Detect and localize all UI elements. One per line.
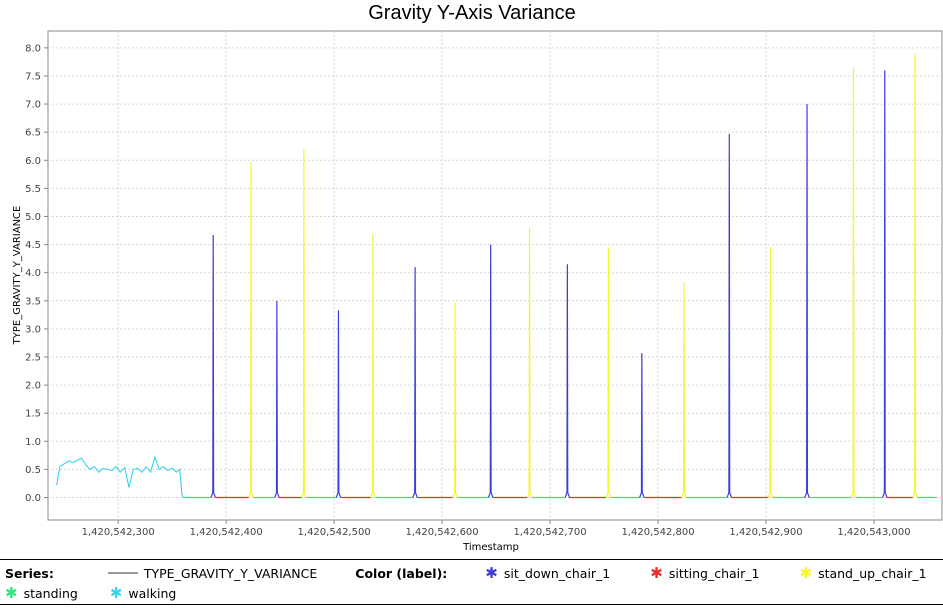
y-tick-label: 6.0 <box>25 156 41 167</box>
spike-mark <box>767 247 774 498</box>
spike-mark <box>605 247 612 498</box>
x-tick-label: 1,420,542,900 <box>729 527 802 538</box>
y-tick-label: 3.0 <box>25 324 41 335</box>
chart-title: Gravity Y-Axis Variance <box>368 2 576 24</box>
spike-mark <box>564 264 571 498</box>
y-tick-label: 3.5 <box>25 296 41 307</box>
y-tick-label: 2.5 <box>25 353 41 364</box>
x-axis-ticks: 1,420,542,300 1,420,542,400 1,420,542,500 1… <box>82 520 911 538</box>
legend-color-heading: Color (label): <box>355 565 448 581</box>
x-tick-label: 1,420,542,600 <box>406 527 479 538</box>
y-axis-ticks: 0.0 0.5 1.0 1.5 2.0 2.5 3.0 3.5 4.0 4.5 5.0 5.5 6.0 6… <box>25 43 48 504</box>
x-tick-label: 1,420,542,400 <box>190 527 263 538</box>
x-tick-label: 1,420,542,500 <box>298 527 371 538</box>
y-tick-label: 7.0 <box>25 100 41 111</box>
standing-marker-icon: ✱ <box>5 583 18 602</box>
x-axis-label: Timestamp <box>462 542 519 553</box>
legend-series-label: TYPE_GRAVITY_Y_VARIANCE <box>143 565 318 581</box>
walking-series <box>56 455 184 498</box>
spike-mark <box>681 282 687 498</box>
spike-mark <box>301 149 307 498</box>
legend-entry-standing: ✱ standing <box>5 583 110 602</box>
walking-marker-icon: ✱ <box>109 583 123 602</box>
y-tick-label: 5.0 <box>25 212 41 223</box>
spike-mark <box>639 353 645 498</box>
legend-entry-label: standing <box>23 585 78 601</box>
spike-mark <box>850 67 857 498</box>
spike-mark <box>912 53 918 498</box>
x-tick-label: 1,420,543,000 <box>837 527 910 538</box>
spike-mark <box>370 233 376 498</box>
chart: Gravity Y-Axis Variance 1,420,542,300 1,4… <box>12 2 943 553</box>
spike-mark <box>274 300 280 498</box>
legend-entry-sitting-chair: ✱ sitting_chair_1 <box>650 563 799 582</box>
spike-mark <box>882 70 888 498</box>
y-tick-label: 4.5 <box>25 240 41 251</box>
legend-entry-stand-up-chair: ✱ stand_up_chair_1 <box>799 563 927 582</box>
legend-entry-label: walking <box>128 585 177 601</box>
spike-mark <box>452 302 458 498</box>
y-tick-label: 1.0 <box>25 437 41 448</box>
y-tick-label: 0.0 <box>25 493 41 504</box>
spike-mark <box>526 227 533 498</box>
spike-mark <box>210 235 216 498</box>
stand-up-marker-icon: ✱ <box>799 563 813 582</box>
x-tick-label: 1,420,542,700 <box>513 527 586 538</box>
y-tick-label: 5.5 <box>25 184 41 195</box>
sitting-marker-icon: ✱ <box>650 563 663 582</box>
legend-entry-sit-down-chair: ✱ sit_down_chair_1 <box>485 563 650 582</box>
sit-down-marker-icon: ✱ <box>485 563 498 582</box>
x-tick-label: 1,420,542,800 <box>621 527 694 538</box>
series-line-swatch <box>107 572 138 574</box>
y-tick-label: 8.0 <box>25 43 41 54</box>
legend: Series: TYPE_GRAVITY_Y_VARIANCE Color (l… <box>0 559 943 608</box>
spike-mark <box>726 133 733 498</box>
y-axis-label: TYPE_GRAVITY_Y_VARIANCE <box>12 206 23 346</box>
y-tick-label: 1.5 <box>25 409 41 420</box>
plot-area <box>47 30 943 521</box>
legend-entry-label: sit_down_chair_1 <box>503 565 611 581</box>
legend-series-entry: TYPE_GRAVITY_Y_VARIANCE <box>107 565 355 581</box>
y-tick-label: 4.0 <box>25 268 41 279</box>
legend-row-2: ✱ standing ✱ walking <box>5 583 176 603</box>
y-tick-label: 0.5 <box>25 465 41 476</box>
legend-entry-label: stand_up_chair_1 <box>818 565 927 581</box>
legend-bottom-rule <box>0 604 943 605</box>
legend-series-heading: Series: <box>5 565 54 581</box>
spike-series <box>210 53 918 498</box>
legend-entry-walking: ✱ walking <box>109 583 177 602</box>
y-tick-label: 7.5 <box>25 71 41 82</box>
spike-mark <box>248 161 254 498</box>
x-tick-label: 1,420,542,300 <box>82 527 155 538</box>
spike-mark <box>487 244 494 498</box>
spike-mark <box>335 310 342 498</box>
y-tick-label: 6.5 <box>25 128 41 139</box>
spike-mark <box>412 267 418 498</box>
walking-line <box>56 455 184 498</box>
y-tick-label: 2.0 <box>25 381 41 392</box>
legend-row-1: Series: TYPE_GRAVITY_Y_VARIANCE Color (l… <box>5 563 927 583</box>
spike-mark <box>804 104 810 498</box>
legend-entry-label: sitting_chair_1 <box>668 565 760 581</box>
